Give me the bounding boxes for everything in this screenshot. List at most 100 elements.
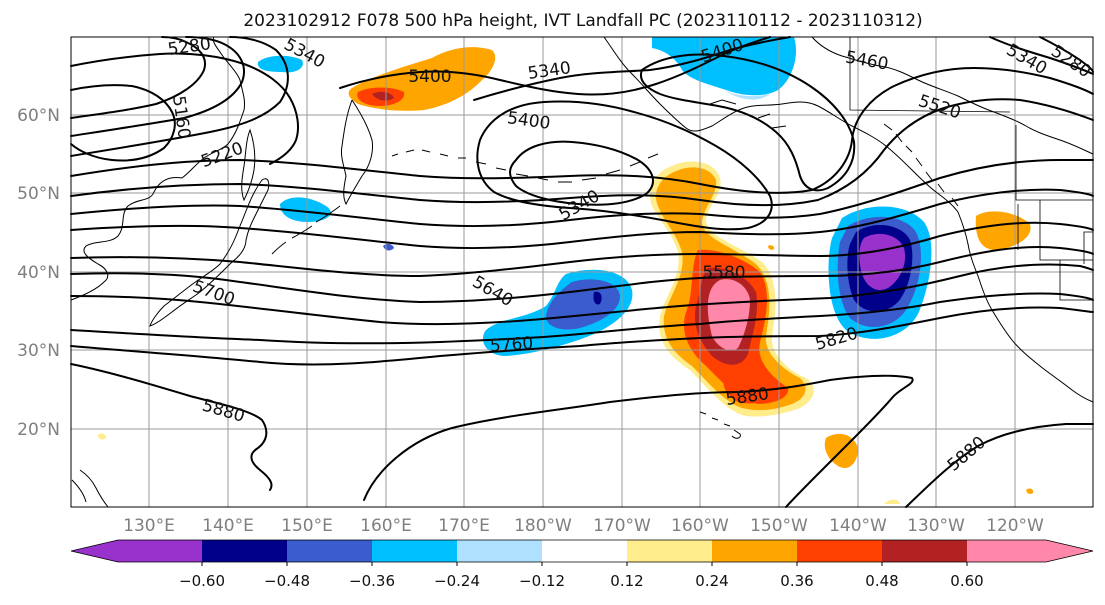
coastline-alaska (603, 36, 1094, 403)
colorbar-segment (457, 540, 543, 562)
contour-5280-west (70, 36, 245, 137)
ivt-pos-bering-darkred (372, 91, 394, 101)
lon-label: 130°W (907, 516, 965, 536)
colorbar-outline (70, 539, 1094, 563)
contour-5400-bering (339, 36, 771, 96)
contour-5280-east (989, 36, 1094, 75)
lat-label: 60°N (17, 106, 60, 126)
lon-label: 170°W (593, 516, 651, 536)
colorbar-segment (712, 540, 798, 562)
lat-label: 50°N (17, 184, 60, 204)
coastline-bc-islands (883, 123, 959, 207)
lon-label: 140°E (202, 516, 254, 536)
colorbar: −0.60 −0.48 −0.36 −0.24 −0.12 0.12 0.24 … (70, 539, 1094, 590)
contour-5880-west (70, 363, 273, 491)
longitude-labels: 130°E 140°E 150°E 160°E 170°E 180°W 170°… (123, 516, 1044, 536)
lat-label: 20°N (17, 420, 60, 440)
coastline-asia (70, 36, 245, 301)
ivt-pos-dot-west (98, 433, 106, 440)
colorbar-segment (372, 540, 458, 562)
contour-label: 5580 (702, 263, 745, 283)
ivt-neg-bering-light (724, 90, 770, 100)
contour-5220-west (70, 36, 206, 119)
colorbar-segment (627, 540, 713, 562)
colorbar-tick-label: −0.12 (519, 572, 565, 590)
colorbar-segment (542, 540, 628, 562)
colorbar-tick-label: 0.12 (610, 572, 643, 590)
latitude-labels: 60°N 50°N 40°N 30°N 20°N (17, 106, 60, 440)
colorbar-tick-label: −0.36 (349, 572, 395, 590)
map-panel: 5280 5340 5160 5220 5400 5340 5400 5340 … (70, 34, 1094, 508)
colorbar-segment (797, 540, 883, 562)
colorbar-tick-label: −0.48 (264, 572, 310, 590)
coastline-kamchatka (341, 99, 373, 206)
lon-label: 170°E (438, 516, 490, 536)
borders-north-america (849, 37, 1093, 301)
ivt-neg-okhotsk (257, 55, 303, 73)
lon-label: 180°W (514, 516, 572, 536)
ivt-pos-ar-pink (707, 279, 750, 351)
contour-5340-west (70, 36, 289, 157)
contour-5820 (70, 306, 1094, 366)
contour-label: 5760 (489, 334, 534, 357)
contour-label: 5400 (408, 67, 451, 87)
ivt-pos-dot-east (1026, 488, 1034, 494)
lat-label: 40°N (17, 263, 60, 283)
coastline-aleutians (391, 149, 659, 183)
lon-label: 160°E (360, 516, 412, 536)
colorbar-segment (287, 540, 373, 562)
ivt-neg-kuril (280, 197, 331, 222)
contour-5220-east (1039, 36, 1094, 73)
coastline-japan (149, 178, 270, 327)
colorbar-tick-labels: −0.60 −0.48 −0.36 −0.24 −0.12 0.12 0.24 … (179, 572, 984, 590)
contour-5880-east (905, 423, 1094, 508)
coastline-sakhalin (241, 128, 256, 202)
colorbar-tick-label: −0.60 (179, 572, 225, 590)
ivt-pos-dot-mid (768, 245, 775, 250)
map-frame (70, 36, 1094, 508)
ivt-pos-pnw (975, 211, 1031, 251)
contour-5400-nw (70, 98, 1094, 207)
contour-5460 (70, 159, 1094, 228)
coastline-hawaii (699, 411, 741, 439)
lon-label: 160°W (671, 516, 729, 536)
coastline-philippines (71, 469, 109, 508)
contour-5880-central (363, 374, 914, 508)
colorbar-segment (117, 540, 203, 562)
lon-label: 150°W (750, 516, 808, 536)
colorbar-segment (202, 540, 288, 562)
colorbar-tick-label: 0.48 (865, 572, 898, 590)
contour-5700 (70, 263, 1094, 326)
contour-5340-nw (70, 67, 1094, 194)
graticule (71, 37, 1093, 507)
colorbar-tick-label: 0.36 (780, 572, 813, 590)
contour-5460-low (640, 53, 856, 192)
colorbar-tick-label: 0.60 (950, 572, 983, 590)
height-contours (70, 36, 1094, 508)
lat-label: 30°N (17, 341, 60, 361)
colorbar-tick-label: 0.24 (695, 572, 728, 590)
contour-5760 (70, 292, 1094, 345)
colorbar-segment (882, 540, 968, 562)
contour-5340-okhotsk (70, 52, 299, 165)
colorbar-ticks (201, 562, 968, 566)
coastline-misc (709, 99, 787, 129)
coastlines (70, 36, 1094, 508)
contour-5640 (70, 245, 1094, 303)
contour-5340-low (509, 140, 654, 206)
ivt-neg-bering (652, 37, 797, 96)
lon-label: 130°E (123, 516, 175, 536)
contour-5580 (70, 221, 1094, 277)
colorbar-arrow-low (71, 540, 118, 562)
colorbar-tick-label: −0.24 (434, 572, 480, 590)
map-title: 2023102912 F078 500 hPa height, IVT Land… (243, 11, 922, 31)
colorbar-arrow-high (1046, 540, 1093, 562)
lon-label: 140°W (829, 516, 887, 536)
lon-label: 120°W (986, 516, 1044, 536)
lon-label: 150°E (281, 516, 333, 536)
contour-5340-bering (473, 36, 791, 101)
contour-5520 (70, 188, 1094, 250)
coastline-alaska-north (811, 36, 1094, 155)
